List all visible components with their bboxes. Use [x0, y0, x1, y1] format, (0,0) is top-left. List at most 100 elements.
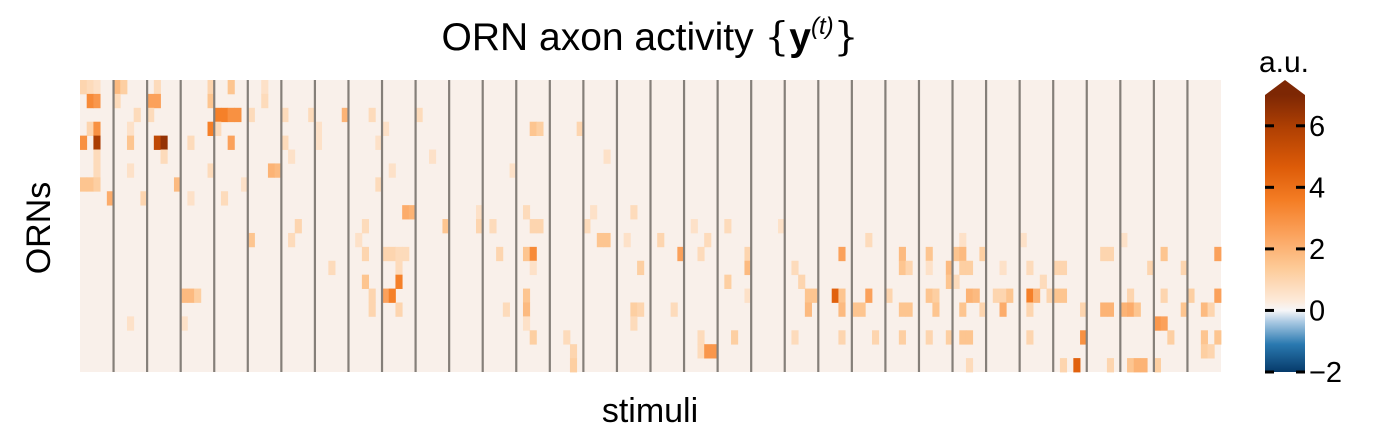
- heatmap-cell: [992, 288, 1000, 303]
- heatmap-cell: [945, 260, 953, 276]
- heatmap-cell: [1133, 302, 1141, 317]
- heatmap-cell: [160, 135, 168, 150]
- colorbar-label: a.u.: [1259, 46, 1309, 79]
- heatmap-cell: [1147, 260, 1155, 276]
- heatmap-cell: [1106, 302, 1115, 317]
- colorbar-tick-label: 6: [1309, 111, 1325, 143]
- heatmap-cell: [180, 316, 188, 331]
- heatmap-cell: [522, 316, 531, 331]
- colorbar-tick-label: 4: [1309, 172, 1325, 204]
- heatmap-cell: [261, 93, 269, 109]
- heatmap-cell: [93, 121, 101, 137]
- heatmap-cell: [1019, 232, 1027, 248]
- heatmap-cell: [1200, 330, 1208, 345]
- title-close-brace: }: [834, 15, 859, 60]
- heatmap-cell: [697, 246, 705, 262]
- heatmap-cell: [858, 302, 866, 317]
- heatmap-cell: [596, 232, 604, 248]
- heatmap-cell: [368, 107, 376, 123]
- heatmap-cell: [281, 135, 289, 150]
- heatmap-cell: [925, 260, 933, 276]
- heatmap-cell: [838, 302, 846, 317]
- heatmap-cell: [1153, 316, 1161, 331]
- heatmap-cell: [952, 274, 960, 289]
- title-symbol: y: [789, 16, 811, 59]
- heatmap-cell: [207, 121, 215, 137]
- heatmap-cell: [677, 246, 685, 262]
- heatmap-cell: [1106, 358, 1115, 373]
- heatmap-cell: [1100, 246, 1108, 262]
- heatmap-cell: [704, 344, 712, 359]
- heatmap-cell: [697, 344, 705, 359]
- heatmap-cell: [959, 232, 967, 248]
- heatmap-cell: [522, 302, 531, 317]
- heatmap-cell: [744, 246, 752, 262]
- heatmap-cell: [1106, 246, 1115, 262]
- heatmap-cell: [120, 80, 128, 95]
- heatmap-cell: [925, 288, 933, 303]
- heatmap-cell: [140, 191, 148, 206]
- heatmap-cell: [670, 302, 678, 317]
- heatmap-cell: [1080, 330, 1088, 345]
- heatmap-cell: [959, 260, 967, 276]
- heatmap-cell: [1180, 302, 1188, 317]
- heatmap-cell: [395, 260, 403, 276]
- heatmap-cell: [147, 107, 155, 123]
- heatmap-cell: [80, 177, 88, 192]
- stimulus-group-dividers: [112, 80, 1189, 372]
- heatmap-cell: [710, 344, 719, 359]
- heatmap-plot: [80, 80, 1222, 373]
- heatmap-cell: [603, 232, 611, 248]
- heatmap-cell: [576, 121, 584, 137]
- heatmap-cell: [522, 246, 531, 262]
- heatmap-cell: [1214, 288, 1222, 303]
- heatmap-cell: [294, 219, 302, 234]
- heatmap-cell: [1180, 260, 1188, 276]
- title-main: ORN axon activity: [442, 16, 765, 59]
- heatmap-cell: [1033, 288, 1041, 303]
- heatmap-cell: [93, 177, 101, 192]
- heatmap-cell: [187, 135, 195, 150]
- heatmap-cell: [247, 232, 255, 248]
- heatmap-cell: [898, 260, 906, 276]
- heatmap-cell: [838, 288, 846, 303]
- colorbar-tick-label: 0: [1309, 295, 1325, 327]
- heatmap-cell: [153, 135, 161, 150]
- heatmap-cell: [952, 246, 960, 262]
- heatmap-cell: [1127, 302, 1135, 317]
- heatmap-cell: [1207, 302, 1215, 317]
- heatmap-cell: [1053, 288, 1061, 303]
- heatmap-cell: [361, 274, 369, 289]
- heatmap-cell: [361, 246, 369, 262]
- heatmap-cell: [1100, 302, 1108, 317]
- chart-title: ORN axon activity {y(t)}: [442, 13, 859, 60]
- heatmap-cell: [489, 219, 497, 234]
- heatmap-cell: [1006, 288, 1014, 303]
- heatmap-cell: [1200, 302, 1208, 317]
- heatmap-cell: [1120, 232, 1128, 248]
- heatmap-cell: [536, 121, 544, 137]
- heatmap-cell: [838, 246, 846, 262]
- heatmap-cell: [811, 288, 819, 303]
- heatmap-cell: [207, 80, 215, 95]
- heatmap-cell: [180, 288, 188, 303]
- heatmap-cell: [355, 232, 363, 248]
- heatmap-cell: [314, 135, 323, 150]
- heatmap-cell: [932, 288, 940, 303]
- heatmap-cell: [965, 260, 974, 276]
- heatmap-cell: [804, 302, 812, 317]
- heatmap-cell: [898, 330, 906, 345]
- heatmap-cell: [388, 163, 396, 178]
- heatmap-cell: [247, 107, 255, 123]
- heatmap-cell: [415, 107, 423, 123]
- heatmap-cell: [731, 330, 739, 345]
- heatmap-cell: [529, 121, 537, 137]
- heatmap-cell: [851, 302, 859, 317]
- heatmap-cell: [207, 93, 215, 109]
- heatmap-cell: [791, 260, 799, 276]
- heatmap-cell: [187, 191, 195, 206]
- heatmap-cell: [93, 163, 101, 178]
- heatmap-cell: [475, 205, 484, 220]
- heatmap-cell: [704, 232, 712, 248]
